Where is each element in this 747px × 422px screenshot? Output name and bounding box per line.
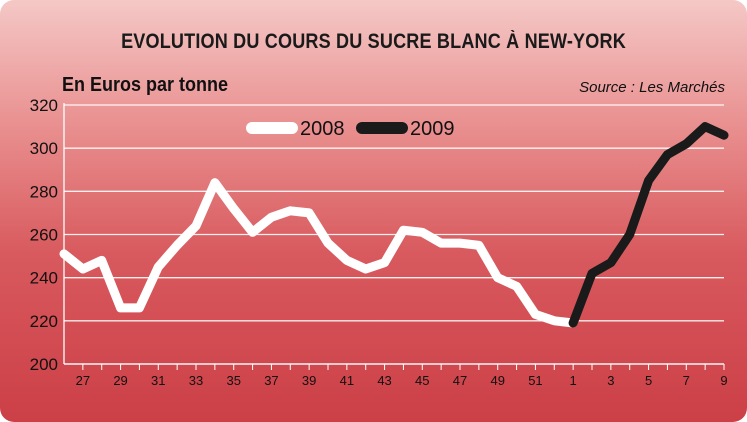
x-tick-label: 1 bbox=[570, 373, 577, 388]
series-line-2008 bbox=[59, 178, 578, 328]
legend-label-2009: 2009 bbox=[410, 118, 455, 140]
y-tick-label: 220 bbox=[30, 312, 58, 331]
legend-label-2008: 2008 bbox=[300, 118, 345, 140]
x-tick-label: 33 bbox=[189, 373, 203, 388]
x-tick-label: 41 bbox=[340, 373, 354, 388]
series-line-2009 bbox=[568, 122, 729, 328]
x-tick-label: 43 bbox=[377, 373, 391, 388]
x-tick-label: 35 bbox=[226, 373, 240, 388]
x-tick-label: 3 bbox=[607, 373, 614, 388]
x-tick-label: 27 bbox=[76, 373, 90, 388]
y-tick-label: 260 bbox=[30, 226, 58, 245]
x-tick-label: 31 bbox=[151, 373, 165, 388]
chart-title: EVOLUTION DU COURS DU SUCRE BLANC À NEW-… bbox=[121, 30, 626, 53]
y-tick-label: 320 bbox=[30, 96, 58, 115]
x-tick-label: 51 bbox=[528, 373, 542, 388]
x-tick-label: 47 bbox=[453, 373, 467, 388]
source-label: Source : Les Marchés bbox=[579, 79, 725, 96]
y-tick-label: 280 bbox=[30, 182, 58, 201]
x-tick-label: 7 bbox=[683, 373, 690, 388]
y-tick-label: 200 bbox=[30, 355, 58, 374]
x-tick-label: 9 bbox=[720, 373, 727, 388]
x-tick-label: 45 bbox=[415, 373, 429, 388]
y-tick-label: 240 bbox=[30, 269, 58, 288]
x-tick-label: 49 bbox=[490, 373, 504, 388]
y-axis-unit-label: En Euros par tonne bbox=[62, 74, 229, 96]
x-tick-label: 29 bbox=[113, 373, 127, 388]
x-tick-label: 39 bbox=[302, 373, 316, 388]
x-tick-label: 37 bbox=[264, 373, 278, 388]
y-tick-label: 300 bbox=[30, 139, 58, 158]
x-tick-label: 5 bbox=[645, 373, 652, 388]
